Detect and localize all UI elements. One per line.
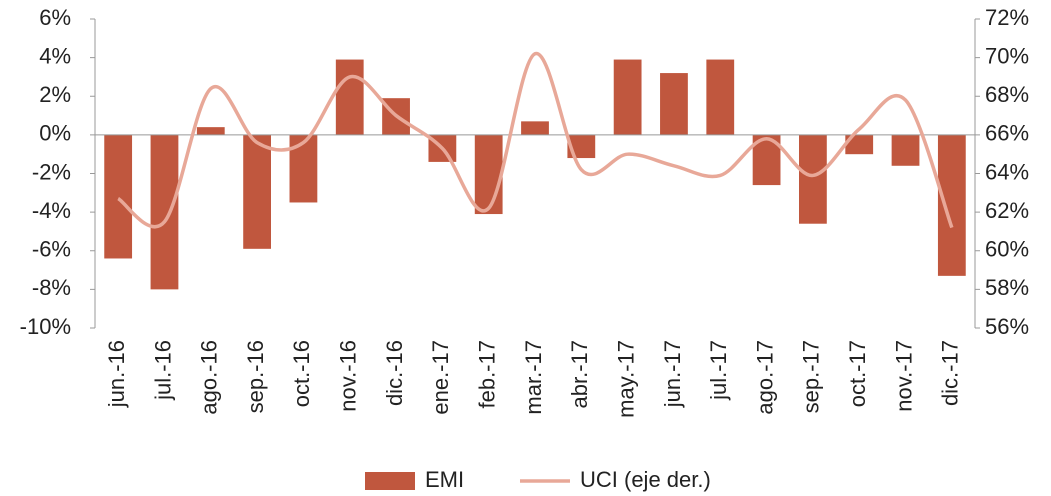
y-tick-label: 2% [39, 82, 71, 107]
y-tick-label: -2% [32, 159, 71, 184]
bar [335, 59, 364, 135]
bar [289, 134, 318, 203]
y2-tick-label: 56% [985, 314, 1029, 339]
x-tick-label: abr.-17 [567, 340, 592, 409]
x-tick-label: dic.-16 [382, 340, 407, 406]
x-tick-label: nov.-17 [891, 340, 916, 412]
y2-tick-label: 66% [985, 121, 1029, 146]
x-tick-label: oct.-17 [845, 340, 870, 407]
bar [196, 127, 225, 135]
y2-tick-label: 60% [985, 237, 1029, 262]
x-tick-label: oct.-16 [289, 340, 314, 407]
bar [243, 134, 271, 249]
y-tick-label: -8% [32, 275, 71, 300]
y2-tick-label: 72% [985, 5, 1029, 30]
line [117, 52, 954, 229]
y2-tick-label: 70% [985, 43, 1029, 68]
x-tick-label: nov.-16 [336, 340, 361, 412]
x-tick-label: jul.-16 [150, 340, 175, 401]
x-tick-label: ago.-17 [752, 340, 777, 415]
y-tick-label: 6% [39, 5, 71, 30]
x-tick-label: may.-17 [613, 340, 638, 418]
x-tick-label: sep.-17 [799, 340, 824, 413]
x-tick-label: ago.-16 [197, 340, 222, 415]
y-tick-label: -10% [20, 314, 71, 339]
bar [891, 134, 920, 166]
bar [613, 59, 642, 135]
x-tick-label: feb.-17 [474, 340, 499, 409]
bar [104, 134, 133, 259]
y-tick-label: -6% [32, 237, 71, 262]
y-tick-label: 4% [39, 43, 71, 68]
legend-swatch [365, 472, 415, 490]
x-tick-label: dic.-17 [938, 340, 963, 406]
bar [660, 73, 688, 135]
bar [150, 134, 179, 290]
y2-tick-label: 68% [985, 82, 1029, 107]
x-tick-label: ene.-17 [428, 340, 453, 415]
bar [521, 121, 549, 135]
x-tick-label: jul.-17 [706, 340, 731, 401]
bar [937, 134, 966, 276]
y-tick-label: 0% [39, 121, 71, 146]
x-tick-label: sep.-16 [243, 340, 268, 413]
bar [845, 134, 874, 155]
bar [474, 134, 503, 215]
bar [706, 59, 735, 135]
y2-tick-label: 62% [985, 198, 1029, 223]
y2-tick-label: 58% [985, 275, 1029, 300]
legend-label: UCI (eje der.) [580, 467, 711, 492]
x-tick-label: jun.-17 [660, 340, 685, 408]
x-tick-label: jun.-16 [104, 340, 129, 408]
bar [799, 134, 827, 224]
y2-tick-label: 64% [985, 159, 1029, 184]
x-tick-label: mar.-17 [521, 340, 546, 415]
legend-label: EMI [425, 467, 464, 492]
y-tick-label: -4% [32, 198, 71, 223]
